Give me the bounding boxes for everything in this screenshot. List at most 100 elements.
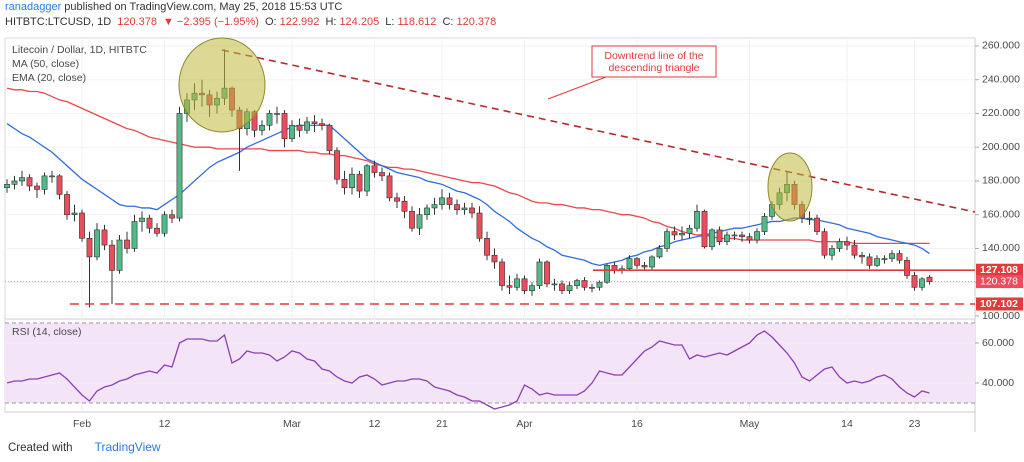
candle-body [424, 207, 430, 216]
candle-body [589, 286, 595, 289]
ohlc-label: H: [325, 16, 337, 28]
candle-body [851, 244, 858, 256]
candle-body [604, 265, 610, 283]
level-label: 107.102 [980, 298, 1018, 310]
candle-body [701, 211, 708, 248]
candle-body [551, 283, 558, 286]
ohlc-label: O: [264, 16, 277, 28]
candle-body [761, 216, 768, 232]
candle-body [401, 200, 408, 212]
candle-body [746, 236, 753, 241]
symbol: HITBTC:LTCUSD, 1D [5, 16, 112, 28]
candle-body [896, 253, 903, 261]
callout-pointer [547, 76, 607, 100]
candle-body [634, 258, 640, 266]
line [6, 87, 930, 245]
x-tick-label: 16 [631, 418, 643, 430]
legend-entry: RSI (14, close) [12, 326, 81, 338]
candle-body [889, 253, 895, 259]
candle-body [439, 197, 445, 205]
candle-body [454, 204, 460, 210]
x-tick-label: Feb [73, 418, 91, 430]
candle-body [919, 278, 925, 288]
candle-body [34, 185, 40, 190]
legend-entry: MA (50, close) [12, 58, 79, 70]
candle-body [649, 256, 655, 268]
candle-body [926, 276, 933, 282]
level-label: 127.108 [980, 264, 1018, 276]
level-label-box [976, 297, 1023, 311]
candle-body [491, 254, 498, 263]
change: ▼ −2.395 (−1.95%) [163, 16, 259, 28]
candle-body [394, 197, 400, 202]
candle-body [679, 232, 685, 236]
candle-body [146, 217, 153, 229]
candle-body [266, 113, 273, 126]
candle-body [866, 256, 873, 266]
candle-body [514, 278, 520, 288]
y-tick-label: 140.000 [982, 242, 1020, 254]
candle-body [881, 258, 888, 260]
y-tick-label: 200.000 [982, 141, 1020, 153]
candle-body [709, 229, 715, 248]
candle-body [521, 278, 528, 291]
brand[interactable]: TradingView [94, 440, 161, 454]
y-tick-label: 100.000 [982, 310, 1020, 322]
candle-body [499, 261, 505, 286]
candle-body [259, 124, 265, 131]
trendline [221, 49, 976, 213]
candle-body [116, 239, 123, 271]
candle-body [364, 165, 370, 192]
callout-box [591, 45, 717, 78]
level-label-box [976, 263, 1023, 277]
ohlc-value: 120.378 [456, 16, 497, 28]
header-line: ranadagger published on TradingView.com, … [5, 1, 345, 13]
ohlc-value: 124.205 [339, 16, 380, 28]
candle-body [686, 227, 693, 234]
candle-body [56, 175, 63, 195]
x-tick-label: Apr [516, 418, 533, 430]
candle-body [904, 259, 910, 276]
candle-body [544, 261, 550, 285]
candle-body [754, 231, 760, 241]
x-tick-label: Mar [283, 418, 302, 430]
line [6, 123, 930, 267]
candle-body [806, 217, 813, 220]
candle-body [529, 285, 535, 291]
candle-body [664, 231, 670, 249]
x-tick-label: 14 [841, 418, 853, 430]
callout-text: descending triangle [608, 62, 699, 74]
candle-body [461, 207, 468, 210]
ohlc-label: L: [385, 16, 395, 28]
candle-body [596, 281, 603, 288]
y-tick-label: 260.000 [982, 40, 1020, 52]
candle-body [626, 258, 633, 270]
candle-body [506, 285, 513, 288]
last-price-box [976, 275, 1023, 289]
candle-body [94, 229, 100, 258]
candle-body [101, 229, 108, 246]
candle-body [109, 244, 115, 271]
candle-body [581, 280, 588, 288]
y-tick-label: 220.000 [982, 107, 1020, 119]
candle-body [379, 172, 385, 177]
author[interactable]: ranadagger [5, 1, 62, 13]
candle-body [334, 150, 340, 180]
last-price: 120.378 [117, 16, 157, 28]
y-tick-label: 40.000 [982, 377, 1014, 389]
candle-body [154, 227, 160, 234]
x-tick-label: 12 [369, 418, 381, 430]
candle-body [536, 261, 543, 286]
y-tick-label: 60.000 [982, 337, 1014, 349]
candle-body [716, 229, 723, 243]
candle-body [694, 211, 700, 229]
candle-body [4, 184, 10, 189]
candle-body [349, 173, 355, 189]
candle-body [446, 197, 453, 205]
candle-body [829, 248, 835, 256]
candle-body [311, 121, 318, 124]
highlight-circle [767, 152, 813, 222]
candle-body [476, 212, 483, 239]
header-line: HITBTC:LTCUSD, 1D 120.378 ▼ −2.395 (−1.9… [5, 16, 499, 28]
